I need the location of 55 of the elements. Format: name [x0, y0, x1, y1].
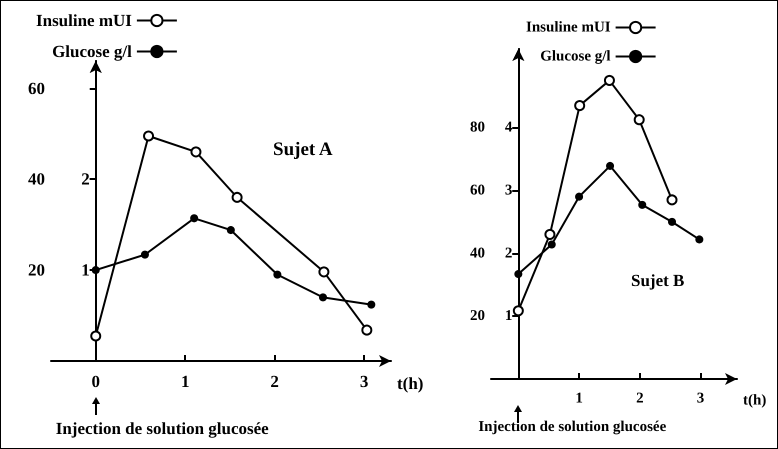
point — [606, 162, 614, 170]
legend-label: Insuline mUI — [36, 11, 132, 30]
x-tick-label: 3 — [696, 390, 704, 406]
point — [367, 300, 376, 309]
point — [574, 100, 586, 112]
legend-label: Insuline mUI — [526, 20, 611, 36]
point — [190, 214, 198, 222]
point — [668, 218, 676, 226]
y-tick-label: 60 — [28, 78, 45, 98]
y-tick-label: 40 — [470, 245, 485, 262]
point — [514, 270, 522, 278]
point — [232, 192, 243, 203]
point — [190, 146, 202, 158]
point — [634, 114, 645, 126]
annotation: Sujet B — [631, 271, 684, 291]
point — [638, 200, 646, 209]
point — [319, 293, 327, 302]
y-tick-label: 20 — [28, 260, 45, 280]
y2-tick-label: 2 — [504, 245, 512, 262]
y2-tick-label: 2 — [81, 170, 90, 189]
y2-tick-label: 1 — [504, 308, 512, 324]
legend-label: Glucose g/l — [540, 48, 611, 64]
point — [512, 305, 524, 316]
point — [666, 194, 678, 206]
point — [90, 330, 102, 342]
x-axis-title: t(h) — [397, 374, 424, 393]
point — [226, 226, 235, 234]
x-tick-label: 0 — [91, 372, 100, 391]
x-tick-label: 2 — [270, 372, 279, 391]
point — [318, 266, 330, 278]
y-tick-label: 20 — [470, 308, 485, 324]
point — [548, 240, 556, 248]
y2-tick-label: 1 — [81, 260, 90, 280]
x-tick-label: 1 — [575, 390, 583, 406]
x-tick-label: 3 — [360, 372, 368, 391]
point — [575, 192, 584, 201]
x-axis-title: t(h) — [743, 392, 766, 408]
point — [695, 235, 704, 244]
y2-tick-label: 3 — [504, 182, 512, 198]
point — [604, 74, 615, 86]
point — [140, 250, 149, 259]
point — [143, 130, 154, 142]
y-tick-label: 60 — [470, 182, 485, 198]
x-tick-label: 2 — [636, 390, 644, 406]
point — [361, 324, 372, 336]
text: Injection de solution glucosée — [56, 419, 269, 439]
annotation: Sujet A — [273, 139, 333, 161]
text: Injection de solution glucosée — [478, 419, 666, 436]
y-tick-label: 40 — [28, 170, 45, 189]
y-tick-label: 80 — [470, 120, 485, 136]
legend-label: Glucose g/l — [52, 42, 132, 61]
point — [544, 228, 556, 240]
x-tick-label: 1 — [180, 372, 190, 391]
point — [273, 270, 282, 279]
y2-tick-label: 4 — [504, 120, 513, 136]
